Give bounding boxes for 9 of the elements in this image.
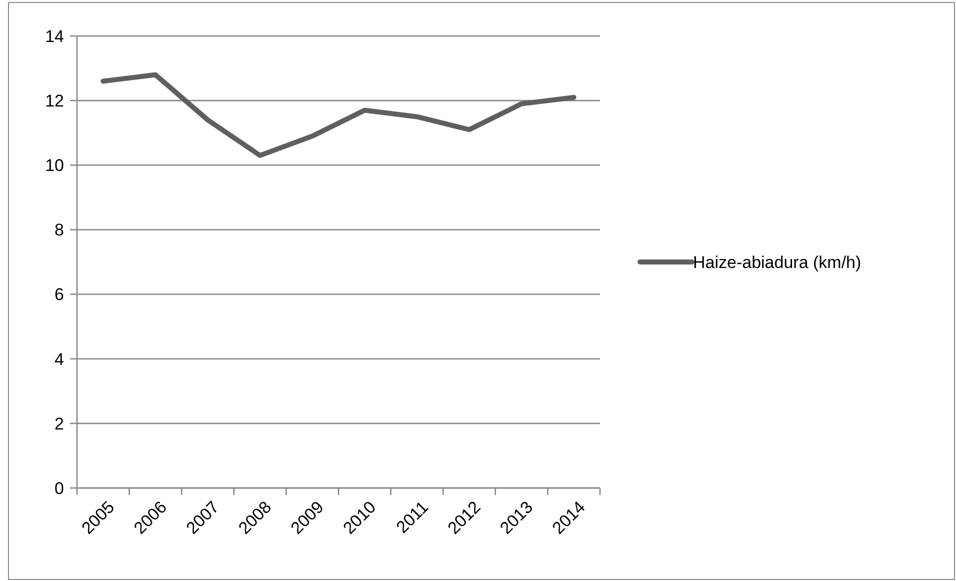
y-tick-label: 10: [45, 156, 64, 176]
y-tick-label: 2: [54, 414, 64, 434]
y-tick-label: 8: [54, 220, 64, 240]
y-tick-label: 4: [54, 350, 64, 369]
y-tick-label: 12: [45, 92, 64, 111]
y-tick-label: 0: [54, 478, 64, 498]
y-tick-label: 14: [45, 26, 64, 46]
legend-label: Haize-abiadura (km/h): [693, 252, 862, 272]
y-tick-label: 6: [54, 285, 64, 304]
